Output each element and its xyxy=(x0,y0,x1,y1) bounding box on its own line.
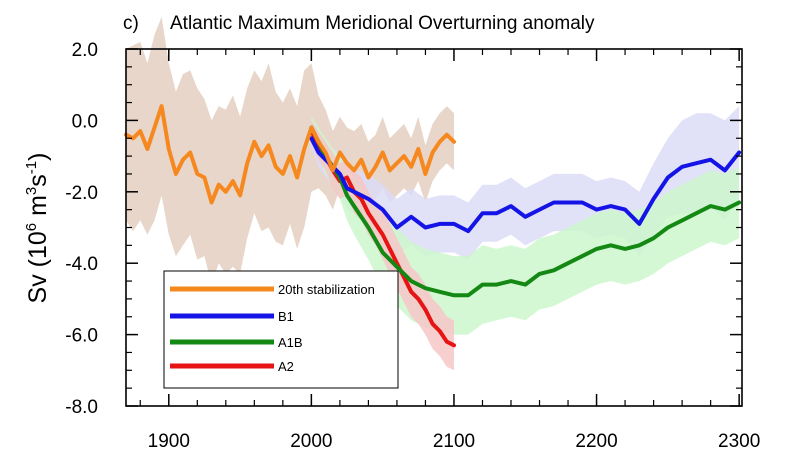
x-tick-label: 2200 xyxy=(575,431,617,452)
y-tick-label: -8.0 xyxy=(65,397,98,418)
y-axis-label: Sv (106 m3s-1) xyxy=(23,153,52,304)
series-line-20th-stabilization xyxy=(124,104,456,205)
chart-title: Atlantic Maximum Meridional Overturning … xyxy=(170,13,595,34)
band-20th-stabilization xyxy=(126,16,454,285)
legend-label-20th-stabilization: 20th stabilization xyxy=(278,282,375,297)
x-tick-label: 2000 xyxy=(290,431,332,452)
x-tick-label: 2100 xyxy=(433,431,475,452)
series-line-b1 xyxy=(309,136,742,234)
legend-label-b1: B1 xyxy=(278,309,294,324)
y-label-exp2: 3 xyxy=(23,187,40,195)
legend-label-a2: A2 xyxy=(278,359,294,374)
y-label-mid: m xyxy=(24,195,52,223)
y-tick-label: -6.0 xyxy=(65,326,98,347)
x-tick-label: 1900 xyxy=(148,431,190,452)
legend: 20th stabilization B1 A1B A2 xyxy=(163,270,399,389)
y-label-exp1: 6 xyxy=(23,223,40,231)
panel-label: c) xyxy=(123,13,139,34)
axis-tick-labels: 1900 2000 2100 2200 2300 -8.0 -6.0 -4.0 -2.0 0.0 2… xyxy=(65,40,760,452)
legend-label-a1b: A1B xyxy=(278,335,303,350)
y-tick-label: -2.0 xyxy=(65,183,98,204)
band-a2 xyxy=(311,120,454,371)
y-tick-label: 0.0 xyxy=(72,111,98,132)
y-label-exp3: -1 xyxy=(23,161,40,174)
series-line-a1b xyxy=(309,125,742,298)
y-label-base: Sv (10 xyxy=(24,231,52,303)
y-label-s: s xyxy=(24,174,52,187)
y-label-end: ) xyxy=(24,153,52,161)
plot-frame xyxy=(125,48,743,407)
y-tick-label: -4.0 xyxy=(65,254,98,275)
axis-ticks xyxy=(126,48,742,407)
y-tick-label: 2.0 xyxy=(72,40,98,61)
x-tick-label: 2300 xyxy=(718,431,760,452)
series-lines xyxy=(124,104,742,348)
